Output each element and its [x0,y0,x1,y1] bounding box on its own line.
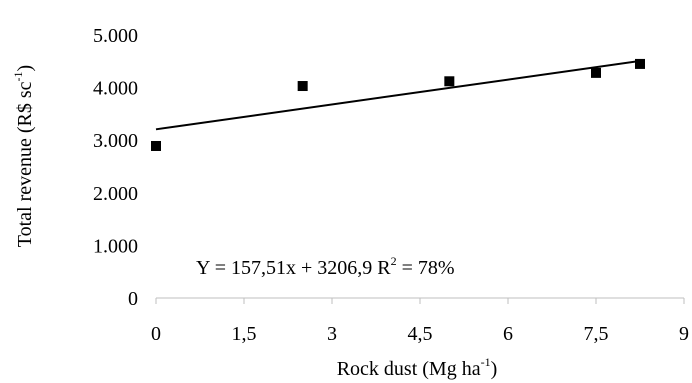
x-tick-label: 4,5 [408,323,433,345]
y-tick-label: 1.000 [93,235,138,257]
y-tick-label: 3.000 [93,130,138,152]
y-tick-label: 0 [128,288,138,310]
x-tick-label: 9 [679,323,689,345]
y-axis-title: Total revenue (R$ sc-1) [11,65,36,247]
trendline [155,59,641,131]
y-tick-label: 2.000 [93,183,138,205]
x-tick-label: 6 [503,323,513,345]
data-points [151,58,645,151]
x-tick-label: 1,5 [232,323,257,345]
x-tick-label: 0 [151,323,161,345]
data-point [591,67,601,78]
y-tick-label: 4.000 [93,78,138,100]
x-axis-title: Rock dust (Mg ha-1) [337,355,498,380]
x-tick-labels: 0 1,5 3 4,5 6 7,5 9 [151,323,689,345]
x-tick-label: 3 [327,323,337,345]
y-tick-label: 5.000 [93,25,138,47]
data-point [151,140,161,151]
x-tick-marks [155,298,685,304]
data-point [635,58,645,69]
x-tick-label: 7,5 [584,323,609,345]
y-tick-labels: 0 1.000 2.000 3.000 4.000 5.000 [93,25,138,310]
trendline-equation: Y = 157,51x + 3206,9 R2 = 78% [196,254,455,279]
data-point [444,76,455,87]
data-point [297,81,308,92]
